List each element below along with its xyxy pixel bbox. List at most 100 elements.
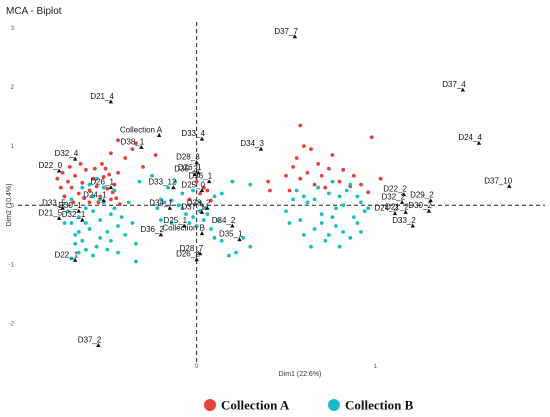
variable-label: D24_2 <box>374 204 398 213</box>
point-collection-b <box>94 244 99 249</box>
point-collection-b <box>359 200 363 205</box>
point-collection-a <box>116 170 120 175</box>
point-collection-b <box>73 232 78 237</box>
point-collection-b <box>180 206 185 211</box>
point-collection-b <box>301 194 306 199</box>
point-collection-a <box>87 200 92 205</box>
point-collection-b <box>187 221 192 225</box>
point-collection-b <box>348 182 353 187</box>
variable-label: D33_12 <box>148 178 177 187</box>
variable-marker <box>192 172 198 177</box>
point-collection-b <box>98 197 103 202</box>
point-collection-b <box>184 212 188 217</box>
variable-marker <box>428 198 433 203</box>
point-collection-b <box>94 176 99 181</box>
point-collection-b <box>150 173 154 178</box>
variable-label: D33_4 <box>181 129 205 138</box>
variable-marker <box>507 183 512 188</box>
point-collection-b <box>226 253 231 258</box>
variable-marker <box>60 205 65 210</box>
point-collection-a <box>101 175 106 179</box>
variable-label: D34_3 <box>240 139 264 148</box>
point-collection-b <box>230 179 235 184</box>
point-collection-b <box>112 188 117 193</box>
point-collection-b <box>108 212 113 217</box>
variable-marker <box>199 209 205 214</box>
variable-label: D33_2 <box>392 216 416 225</box>
point-collection-b <box>76 215 81 220</box>
variable-label: D26_1 <box>178 163 202 172</box>
variable-label: D26_2 <box>176 250 200 259</box>
point-collection-a <box>71 200 76 205</box>
point-collection-b <box>101 185 106 190</box>
point-collection-b <box>198 200 203 205</box>
point-collection-b <box>219 191 224 196</box>
variable-label: D36_1 <box>189 172 213 181</box>
point-collection-b <box>83 206 88 211</box>
point-collection-b <box>62 221 67 225</box>
point-collection-b <box>80 238 85 243</box>
variable-label: D32_4 <box>55 149 79 158</box>
point-collection-a <box>112 182 117 187</box>
point-collection-a <box>96 200 101 205</box>
point-collection-a <box>369 135 374 140</box>
legend-label: Collection B <box>345 398 414 413</box>
point-collection-b <box>309 244 313 249</box>
point-collection-b <box>162 200 167 205</box>
point-collection-a <box>62 194 67 199</box>
point-collection-b <box>205 212 210 217</box>
variable-label: D34_2 <box>212 216 236 225</box>
point-collection-b <box>91 209 95 214</box>
point-collection-b <box>155 206 160 211</box>
point-collection-b <box>194 224 199 228</box>
point-collection-a <box>287 188 292 193</box>
legend: Collection A Collection B <box>204 398 414 413</box>
point-collection-a <box>378 176 383 181</box>
point-collection-a <box>298 123 303 128</box>
variable-marker <box>403 209 408 214</box>
point-collection-a <box>316 162 321 166</box>
point-collection-a <box>205 188 210 193</box>
point-collection-b <box>316 185 321 190</box>
point-collection-a <box>298 176 303 181</box>
variable-label: D22_0 <box>39 161 63 170</box>
point-collection-b <box>301 232 306 237</box>
axes-layer: -2 -1 0 1 2 3 0 1 <box>9 22 545 370</box>
variable-marker <box>292 34 298 39</box>
variable-marker <box>196 170 201 175</box>
point-collection-b <box>337 194 342 199</box>
y-tick-label: 3 <box>11 26 15 32</box>
point-collection-a <box>301 144 306 149</box>
point-collection-b <box>134 259 138 264</box>
variable-label: D24_4 <box>458 133 482 142</box>
point-collection-a <box>323 185 328 190</box>
point-collection-b <box>284 209 288 214</box>
point-collection-a <box>108 197 113 202</box>
variable-label: D21_5 <box>39 208 63 217</box>
point-collection-b <box>319 212 324 217</box>
variable-marker <box>194 257 199 262</box>
point-collection-b <box>169 221 174 225</box>
point-collection-b <box>337 244 342 249</box>
point-collection-b <box>119 215 124 220</box>
point-collection-a <box>100 162 104 166</box>
point-collection-b <box>291 197 296 202</box>
point-collection-a <box>92 166 97 171</box>
variable-marker <box>158 232 164 237</box>
variables-layer: D37_7 D37_4 D21_4 Collection A D33_4 D38_1 D34… <box>39 27 513 347</box>
point-collection-a <box>341 167 346 172</box>
variable-label: D22_2 <box>383 185 407 194</box>
variable-marker <box>206 179 212 184</box>
y-axis-label: Dim2 (10.4%) <box>6 184 13 227</box>
point-collection-a <box>76 191 81 196</box>
point-collection-b <box>87 227 92 231</box>
variable-marker <box>76 208 81 213</box>
point-collection-b <box>98 218 103 222</box>
point-collection-b <box>355 221 360 225</box>
point-collection-b <box>69 221 74 225</box>
variable-marker <box>108 99 114 104</box>
x-tick-label: 0 <box>195 364 199 370</box>
point-collection-b <box>355 194 360 199</box>
legend-swatch <box>204 399 216 411</box>
